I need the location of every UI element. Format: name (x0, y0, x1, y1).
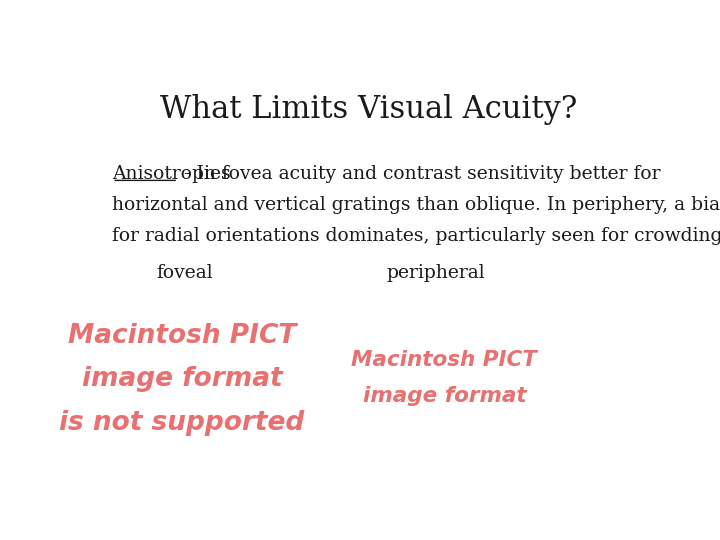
Text: is not supported: is not supported (60, 410, 305, 436)
Text: Macintosh PICT: Macintosh PICT (68, 322, 296, 349)
Text: horizontal and vertical gratings than oblique. In periphery, a bias: horizontal and vertical gratings than ob… (112, 196, 720, 214)
Text: for radial orientations dominates, particularly seen for crowding: for radial orientations dominates, parti… (112, 227, 720, 245)
Text: peripheral: peripheral (387, 265, 485, 282)
Text: Anisotropies: Anisotropies (112, 165, 231, 183)
Text: - In fovea acuity and contrast sensitivity better for: - In fovea acuity and contrast sensitivi… (178, 165, 661, 183)
Text: image format: image format (82, 366, 282, 392)
Text: What Limits Visual Acuity?: What Limits Visual Acuity? (161, 94, 577, 125)
Text: image format: image format (362, 386, 526, 406)
Text: Macintosh PICT: Macintosh PICT (351, 349, 537, 369)
Text: foveal: foveal (156, 265, 213, 282)
